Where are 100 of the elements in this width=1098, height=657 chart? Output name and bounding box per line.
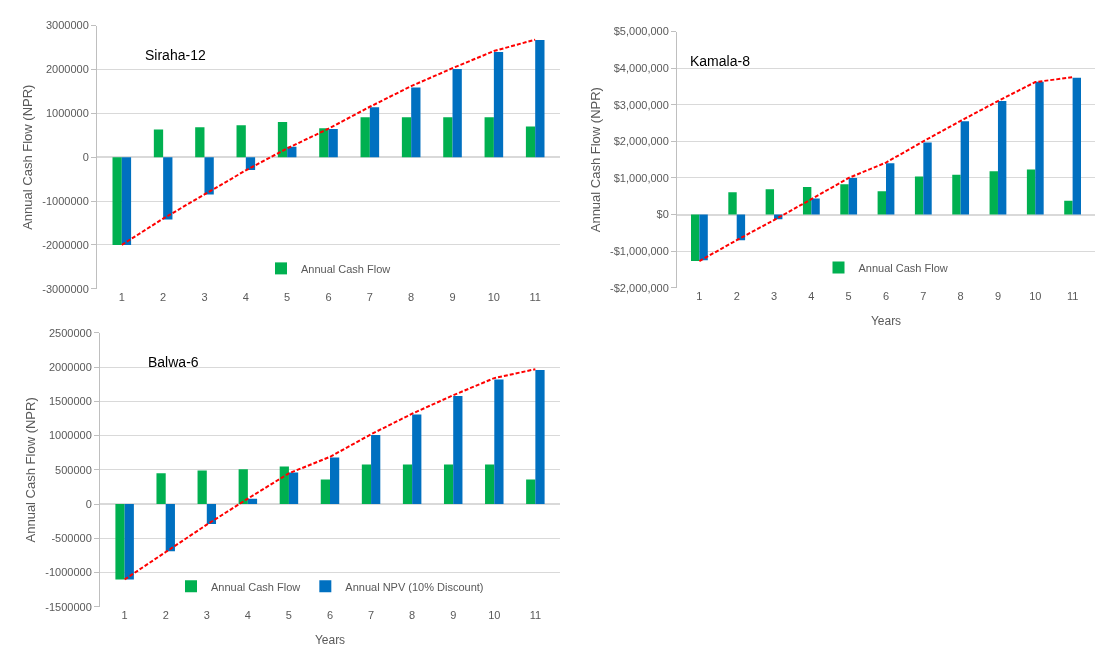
bar bbox=[525, 126, 536, 158]
x-tick-label: 2 bbox=[733, 289, 740, 302]
bar bbox=[691, 214, 700, 262]
bar bbox=[288, 472, 299, 505]
bar bbox=[484, 117, 494, 158]
bar bbox=[238, 469, 248, 505]
bar bbox=[914, 176, 924, 215]
x-tick-label: 6 bbox=[325, 290, 332, 303]
bar bbox=[195, 127, 205, 158]
bar bbox=[328, 129, 338, 158]
y-axis-title: Annual Cash Flow (NPR) bbox=[23, 397, 39, 543]
bar bbox=[204, 157, 214, 195]
bar bbox=[411, 87, 421, 158]
x-axis-title: Years bbox=[870, 313, 902, 328]
bar bbox=[330, 457, 340, 505]
x-tick-label: 8 bbox=[409, 608, 416, 621]
legend-label: Annual Cash Flow bbox=[211, 580, 301, 593]
bar bbox=[886, 163, 895, 215]
y-tick-label: -3000000 bbox=[42, 282, 89, 295]
x-tick-label: 9 bbox=[450, 608, 457, 621]
y-tick-label: $4,000,000 bbox=[613, 61, 669, 74]
x-tick-label: 8 bbox=[957, 289, 964, 302]
x-tick-label: 1 bbox=[118, 290, 125, 303]
y-tick-label: 2500000 bbox=[48, 326, 92, 339]
bar bbox=[1064, 200, 1073, 215]
x-tick-label: 11 bbox=[1066, 289, 1079, 302]
bar bbox=[699, 214, 708, 261]
bar bbox=[153, 129, 164, 158]
x-tick-label: 7 bbox=[366, 290, 373, 303]
x-tick-label: 4 bbox=[808, 289, 815, 302]
y-tick-label: -2000000 bbox=[42, 238, 89, 251]
bar bbox=[361, 464, 372, 505]
x-tick-label: 1 bbox=[696, 289, 703, 302]
x-tick-label: 9 bbox=[994, 289, 1002, 302]
x-tick-label: 10 bbox=[1029, 289, 1042, 302]
bar bbox=[840, 184, 849, 215]
x-tick-label: 8 bbox=[408, 290, 415, 303]
x-tick-label: 3 bbox=[201, 290, 208, 303]
bar bbox=[1072, 77, 1081, 215]
x-axis-title: Years bbox=[314, 632, 346, 647]
x-tick-label: 5 bbox=[285, 608, 292, 621]
bar bbox=[402, 464, 413, 505]
x-tick-label: 4 bbox=[244, 608, 251, 621]
text: Kamala-8 bbox=[690, 53, 751, 69]
x-tick-label: 3 bbox=[770, 289, 778, 302]
bar bbox=[952, 174, 961, 215]
x-tick-label: 5 bbox=[845, 289, 852, 302]
bar bbox=[493, 51, 504, 158]
bar bbox=[960, 121, 970, 215]
y-tick-label: 0 bbox=[85, 497, 92, 510]
line-series bbox=[123, 368, 537, 581]
x-tick-label: 7 bbox=[920, 289, 927, 302]
y-axis-title: Annual Cash Flow (NPR) bbox=[588, 87, 604, 233]
y-tick-label: -$2,000,000 bbox=[610, 281, 669, 294]
x-tick-label: 4 bbox=[242, 290, 249, 303]
y-tick-label: 500000 bbox=[55, 463, 92, 476]
y-tick-label: 3000000 bbox=[45, 19, 89, 32]
y-tick-label: -1500000 bbox=[45, 600, 92, 613]
bar bbox=[121, 157, 132, 245]
x-tick-label: 10 bbox=[487, 290, 500, 303]
bar bbox=[1035, 81, 1044, 215]
y-tick-label: 2000000 bbox=[48, 361, 92, 374]
x-tick-label: 6 bbox=[882, 289, 890, 302]
bar bbox=[811, 198, 820, 215]
y-axis-title: Annual Cash Flow (NPR) bbox=[20, 84, 36, 230]
x-tick-label: 3 bbox=[203, 608, 210, 621]
legend-label: Annual NPV (10% Discount) bbox=[345, 580, 484, 593]
line-series bbox=[120, 38, 537, 246]
bar bbox=[765, 189, 775, 215]
y-tick-label: $5,000,000 bbox=[613, 25, 669, 38]
bar bbox=[535, 40, 545, 158]
bar bbox=[877, 191, 886, 215]
bar bbox=[989, 171, 998, 215]
y-tick-label: 1500000 bbox=[48, 395, 92, 408]
y-tick-label: $0 bbox=[656, 208, 669, 221]
bar bbox=[369, 107, 380, 158]
bar bbox=[802, 187, 812, 215]
bar bbox=[371, 434, 381, 505]
bar bbox=[206, 504, 217, 524]
bar bbox=[124, 504, 134, 580]
x-tick-label: 6 bbox=[326, 608, 334, 621]
x-tick-label: 11 bbox=[529, 290, 541, 303]
bar bbox=[452, 69, 462, 158]
text: Siraha-12 bbox=[145, 47, 206, 63]
bar bbox=[453, 395, 463, 505]
y-tick-label: -$1,000,000 bbox=[610, 245, 669, 258]
bar bbox=[494, 379, 504, 505]
y-tick-label: -1000000 bbox=[42, 194, 89, 207]
y-tick-label: 1000000 bbox=[45, 107, 89, 120]
bar bbox=[443, 464, 454, 505]
bar bbox=[197, 470, 207, 505]
x-tick-label: 1 bbox=[121, 608, 128, 621]
bar bbox=[997, 101, 1007, 215]
bar bbox=[277, 122, 288, 158]
x-tick-label: 2 bbox=[160, 290, 167, 303]
bar bbox=[236, 125, 246, 158]
y-tick-label: -1000000 bbox=[45, 566, 92, 579]
bar bbox=[115, 504, 125, 580]
bar bbox=[320, 479, 330, 505]
bar bbox=[401, 117, 412, 158]
